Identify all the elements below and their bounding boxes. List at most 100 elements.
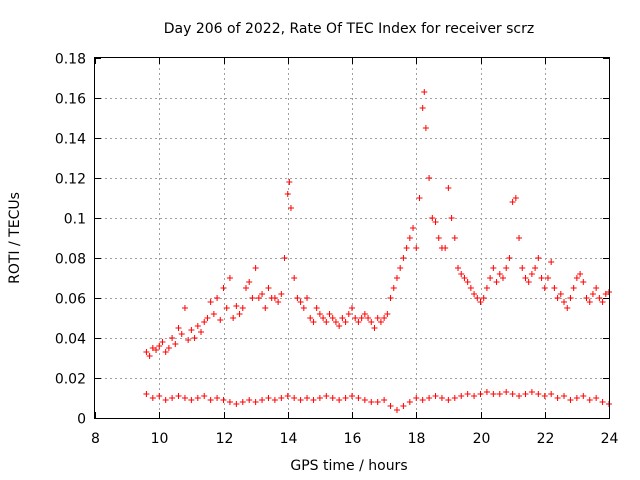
data-point xyxy=(471,291,478,297)
data-point xyxy=(586,299,593,305)
data-point xyxy=(570,285,577,291)
data-point xyxy=(300,305,307,311)
data-point xyxy=(419,105,426,111)
data-point xyxy=(297,397,304,403)
data-point xyxy=(400,403,407,409)
data-point xyxy=(580,279,587,285)
data-point xyxy=(191,335,198,341)
data-point xyxy=(143,349,150,355)
data-point xyxy=(522,391,529,397)
data-point xyxy=(455,265,462,271)
data-point xyxy=(567,295,574,301)
data-point xyxy=(175,393,182,399)
data-point xyxy=(165,345,172,351)
data-point xyxy=(169,335,176,341)
data-point xyxy=(464,279,471,285)
data-point xyxy=(339,315,346,321)
data-point xyxy=(336,323,343,329)
data-point xyxy=(381,397,388,403)
x-tick-label: 12 xyxy=(216,431,234,447)
data-point xyxy=(393,407,400,413)
data-point xyxy=(554,295,561,301)
y-tick-labels: 0 0.02 0.04 0.06 0.08 0.1 0.12 0.14 0.16 0.18 xyxy=(55,52,86,428)
data-point xyxy=(275,299,282,305)
data-point xyxy=(358,315,365,321)
axis-ticks xyxy=(95,58,610,419)
data-point xyxy=(355,319,362,325)
data-point xyxy=(374,315,381,321)
data-point xyxy=(496,391,503,397)
data-point xyxy=(153,347,160,353)
data-point xyxy=(381,315,388,321)
data-point xyxy=(499,275,506,281)
data-point xyxy=(230,315,237,321)
data-point xyxy=(509,391,516,397)
data-point xyxy=(278,395,285,401)
data-point xyxy=(342,319,349,325)
data-point xyxy=(422,125,429,131)
x-tick-label: 20 xyxy=(473,431,491,447)
data-point xyxy=(278,291,285,297)
data-point xyxy=(210,311,217,317)
data-point xyxy=(377,319,384,325)
data-point xyxy=(551,285,558,291)
data-point xyxy=(265,395,272,401)
x-tick-label: 10 xyxy=(151,431,169,447)
data-point xyxy=(242,285,249,291)
data-point xyxy=(599,399,606,405)
data-point xyxy=(320,315,327,321)
data-point xyxy=(233,303,240,309)
chart-title: Day 206 of 2022, Rate Of TEC Index for r… xyxy=(164,21,534,37)
data-point xyxy=(198,329,205,335)
data-point xyxy=(352,315,359,321)
data-point xyxy=(329,395,336,401)
data-point xyxy=(509,199,516,205)
data-point xyxy=(589,291,596,297)
data-point xyxy=(593,285,600,291)
data-point xyxy=(541,393,548,399)
data-point xyxy=(519,265,526,271)
data-point xyxy=(528,271,535,277)
data-point xyxy=(593,395,600,401)
data-point xyxy=(567,397,574,403)
data-point xyxy=(336,397,343,403)
data-point xyxy=(596,295,603,301)
data-point xyxy=(512,195,519,201)
data-point xyxy=(438,395,445,401)
data-point xyxy=(487,275,494,281)
data-point xyxy=(297,299,304,305)
data-point xyxy=(554,395,561,401)
data-point xyxy=(188,327,195,333)
x-tick-label: 24 xyxy=(601,431,619,447)
data-point xyxy=(201,393,208,399)
data-point xyxy=(207,299,214,305)
data-point xyxy=(477,299,484,305)
data-point xyxy=(580,393,587,399)
y-tick-label: 0.04 xyxy=(55,332,86,348)
data-point xyxy=(541,285,548,291)
data-point xyxy=(525,279,532,285)
data-point xyxy=(493,279,500,285)
data-point xyxy=(464,391,471,397)
data-point xyxy=(207,397,214,403)
data-point xyxy=(316,395,323,401)
data-point xyxy=(313,305,320,311)
data-point xyxy=(332,319,339,325)
data-point xyxy=(307,315,314,321)
y-tick-label: 0.18 xyxy=(55,52,86,68)
data-point xyxy=(262,305,269,311)
data-point xyxy=(561,299,568,305)
data-point xyxy=(416,195,423,201)
data-point xyxy=(387,403,394,409)
x-tick-label: 16 xyxy=(344,431,362,447)
data-point xyxy=(544,275,551,281)
data-point xyxy=(291,395,298,401)
data-point xyxy=(426,395,433,401)
data-point xyxy=(194,395,201,401)
grid-layer xyxy=(95,58,609,418)
data-point xyxy=(287,205,294,211)
data-point xyxy=(532,265,539,271)
data-point xyxy=(239,399,246,405)
data-point xyxy=(421,89,428,95)
data-point xyxy=(323,319,330,325)
